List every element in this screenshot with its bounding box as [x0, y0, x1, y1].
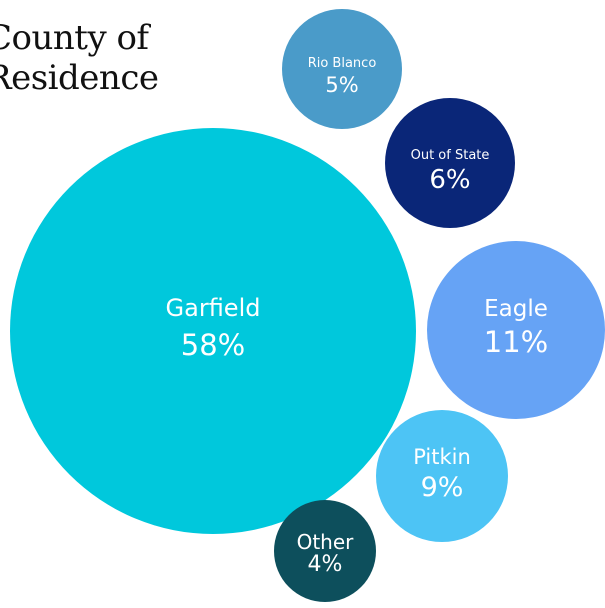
bubble-name-other: Other: [297, 530, 355, 554]
bubble-eagle: Eagle 11%: [427, 241, 605, 419]
bubble-name-out-of-state: Out of State: [411, 148, 490, 163]
bubble-rio-blanco: Rio Blanco 5%: [282, 9, 402, 129]
bubble-circle-rio-blanco: [282, 9, 402, 129]
bubble-name-garfield: Garfield: [166, 294, 261, 322]
bubble-pitkin: Pitkin 9%: [376, 410, 508, 542]
bubble-value-other: 4%: [308, 552, 343, 577]
bubble-value-rio-blanco: 5%: [325, 73, 358, 97]
bubble-circle-eagle: [427, 241, 605, 419]
bubble-circle-pitkin: [376, 410, 508, 542]
bubble-garfield: Garfield 58%: [10, 128, 416, 534]
bubble-value-pitkin: 9%: [421, 472, 464, 503]
bubble-value-eagle: 11%: [484, 325, 548, 359]
bubble-value-out-of-state: 6%: [429, 165, 470, 195]
bubble-name-eagle: Eagle: [484, 296, 548, 322]
bubble-name-pitkin: Pitkin: [413, 445, 471, 469]
bubble-value-garfield: 58%: [181, 328, 245, 362]
bubble-name-rio-blanco: Rio Blanco: [308, 56, 377, 71]
bubble-circle-other: [274, 500, 376, 602]
bubble-circle-out-of-state: [385, 98, 515, 228]
chart-title-line-1: County of: [0, 18, 149, 58]
bubble-out-of-state: Out of State 6%: [385, 98, 515, 228]
bubble-circle-garfield: [10, 128, 416, 534]
chart-title: County of Residence: [0, 18, 159, 98]
chart-title-line-2: Residence: [0, 58, 159, 98]
